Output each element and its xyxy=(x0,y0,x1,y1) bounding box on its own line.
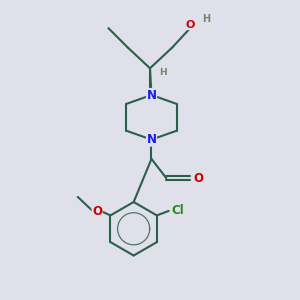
Text: N: N xyxy=(146,88,157,101)
Text: O: O xyxy=(92,205,102,218)
Text: H: H xyxy=(202,14,211,24)
Text: H: H xyxy=(160,68,167,77)
Text: O: O xyxy=(185,20,195,30)
Text: N: N xyxy=(146,133,157,146)
Text: O: O xyxy=(193,172,203,185)
Text: Cl: Cl xyxy=(171,204,184,218)
